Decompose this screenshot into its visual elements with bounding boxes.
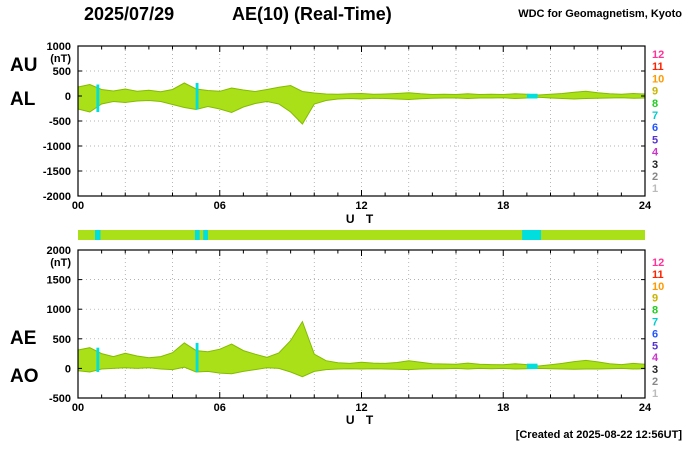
y-tick-label: -1000 [43,141,71,153]
y-tick-label: 0 [65,363,71,375]
y-tick-label: -500 [49,393,71,405]
x-axis-label-top: U T [345,212,378,226]
data-gap-marker [195,83,199,110]
x-tick-label: 18 [497,402,509,414]
y-tick-label: -2000 [43,191,71,203]
station-count-12: 12 [652,257,664,269]
label-ae: AE [10,328,37,349]
station-coverage-bar [78,230,645,240]
data-gap-marker [526,363,538,369]
x-tick-label: 00 [72,402,84,414]
label-ao: AO [10,366,39,387]
station-count-1: 1 [652,183,658,195]
au-al-band [78,83,645,124]
data-gap-marker [526,93,538,99]
plot-frame [77,45,646,197]
y-tick-label: 500 [53,66,71,78]
y-tick-label: 1000 [47,41,71,53]
station-count-6: 6 [652,122,658,134]
station-count-5: 5 [652,340,658,352]
page-title: AE(10) (Real-Time) [232,4,392,24]
station-count-10: 10 [652,73,664,85]
data-gap-marker [195,342,199,372]
x-axis-label-bottom: U T [345,413,378,427]
station-gap-segment [194,230,200,240]
station-count-6: 6 [652,328,658,340]
station-gap-segment [95,230,101,240]
x-tick-label: 00 [72,200,84,212]
x-tick-label: 24 [639,402,652,414]
station-gap-segment [203,230,208,240]
label-al: AL [10,89,36,110]
station-count-11: 11 [652,61,664,73]
station-count-2: 2 [652,171,658,183]
ae-ao-band [78,321,645,377]
series-line-AE [77,320,646,367]
station-count-7: 7 [652,317,658,329]
x-tick-label: 06 [214,200,226,212]
y-axis-unit: (nT) [50,257,71,269]
x-tick-label: 12 [355,402,367,414]
label-au: AU [10,55,38,76]
y-tick-label: 2000 [47,245,71,257]
y-tick-label: 1000 [47,304,71,316]
station-count-3: 3 [652,159,658,171]
x-tick-label: 12 [355,200,367,212]
series-line-AO [77,366,646,378]
y-tick-label: 0 [65,91,71,103]
station-count-7: 7 [652,110,658,122]
station-count-3: 3 [652,364,658,376]
data-gap-marker [96,347,100,372]
y-axis-unit: (nT) [50,53,71,65]
x-tick-label: 18 [497,200,509,212]
station-count-9: 9 [652,86,658,98]
station-count-11: 11 [652,269,664,281]
series-line-AU [77,82,646,96]
y-tick-label: 1500 [47,275,71,287]
station-count-4: 4 [652,147,659,159]
station-count-8: 8 [652,305,658,317]
created-timestamp: [Created at 2025-08-22 12:56UT] [515,429,682,441]
station-gap-segment [522,230,542,240]
plot-frame [77,249,646,399]
data-gap-marker [96,84,100,112]
y-tick-label: -500 [49,116,71,128]
station-count-10: 10 [652,281,664,293]
x-tick-label: 06 [214,402,226,414]
x-tick-label: 24 [639,200,652,212]
station-count-5: 5 [652,134,658,146]
station-count-9: 9 [652,293,658,305]
y-tick-label: -1500 [43,166,71,178]
station-count-4: 4 [652,352,659,364]
series-line-AL [77,96,646,125]
plot-date: 2025/07/29 [84,4,175,24]
station-count-1: 1 [652,388,658,400]
station-count-8: 8 [652,98,658,110]
station-count-12: 12 [652,49,664,61]
station-count-2: 2 [652,376,658,388]
data-source-label: WDC for Geomagnetism, Kyoto [518,8,682,20]
y-tick-label: 500 [53,334,71,346]
